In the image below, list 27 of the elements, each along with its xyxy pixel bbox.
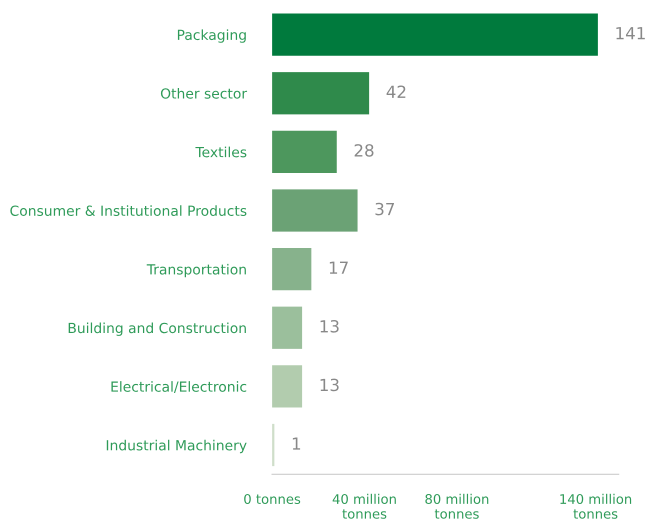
y-tick-label: Building and Construction xyxy=(68,322,246,336)
y-tick-label: Textiles xyxy=(195,146,246,158)
y-tick-label: Industrial Machinery xyxy=(106,440,247,454)
bar xyxy=(272,306,302,349)
data-label: 1 xyxy=(292,437,300,450)
bar xyxy=(272,248,312,290)
x-tick-label: 40 million tonnes xyxy=(332,494,396,519)
y-tick-label: Transportation xyxy=(146,264,246,278)
data-label: 42 xyxy=(386,85,406,98)
bar xyxy=(272,189,358,232)
bar xyxy=(272,72,370,114)
bar xyxy=(272,365,302,408)
y-tick-label: Electrical/Electronic xyxy=(111,381,246,393)
y-tick-label: Packaging xyxy=(178,29,246,43)
data-label: 28 xyxy=(354,144,374,157)
data-label: 141 xyxy=(616,27,645,40)
data-label: 13 xyxy=(320,320,339,333)
x-tick-label: 140 million tonnes xyxy=(560,494,632,519)
bar xyxy=(272,130,337,173)
bar xyxy=(272,14,598,56)
x-tick-label: 0 tonnes xyxy=(244,494,300,504)
y-tick-label: Consumer & Institutional Products xyxy=(10,205,246,216)
data-label: 17 xyxy=(330,262,348,274)
y-tick-label: Other sector xyxy=(160,88,248,99)
data-label: 13 xyxy=(320,378,339,392)
x-tick-label: 80 million tonnes xyxy=(425,494,488,519)
data-label: 37 xyxy=(376,202,394,216)
